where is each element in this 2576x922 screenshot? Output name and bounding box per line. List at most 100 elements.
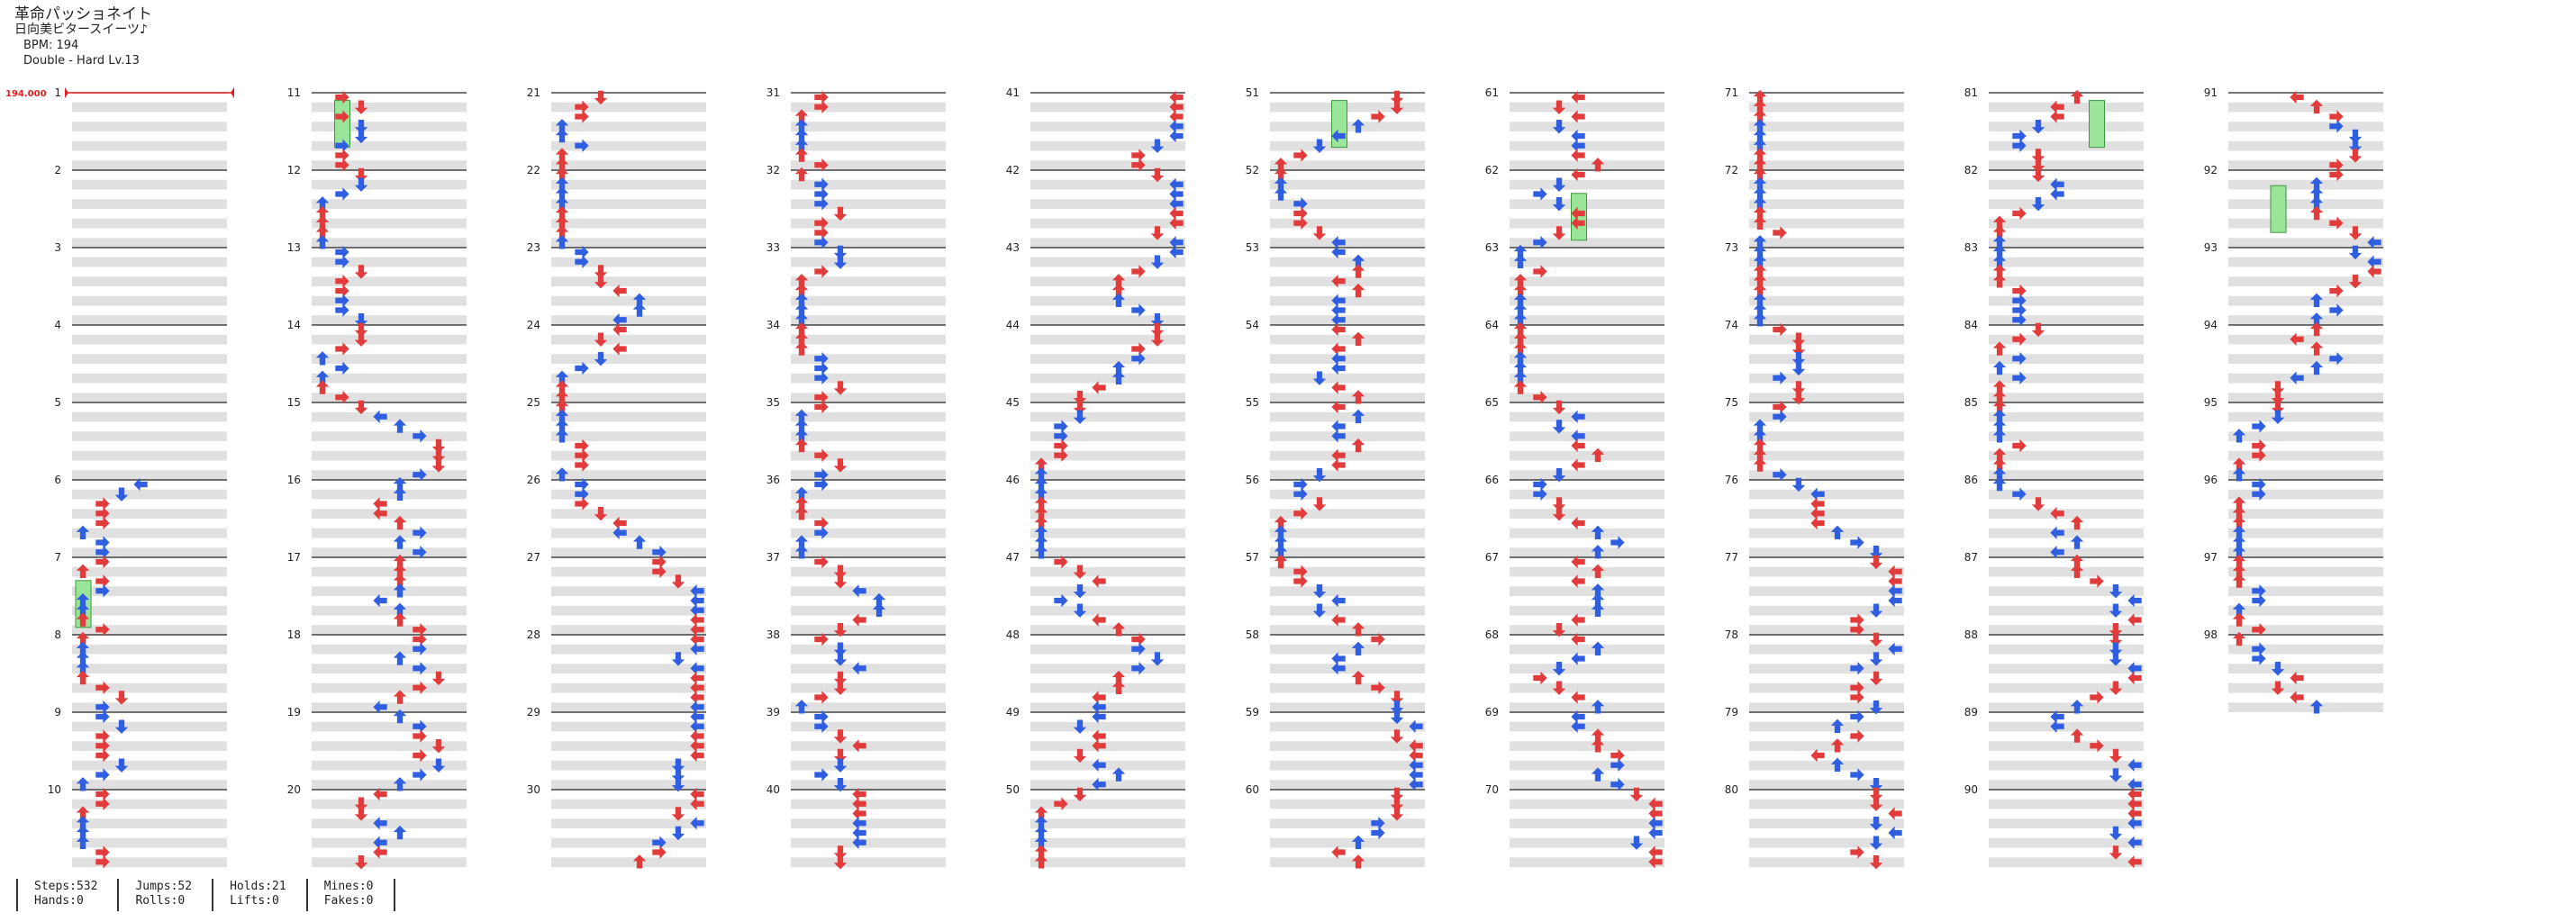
beat-stripe bbox=[1510, 334, 1664, 345]
beat-stripe bbox=[1030, 140, 1185, 151]
beat-stripe bbox=[72, 489, 227, 500]
beat-stripe bbox=[72, 411, 227, 422]
beat-stripe bbox=[2228, 160, 2383, 170]
song-difficulty: Double - Hard Lv.13 bbox=[23, 54, 140, 68]
beat-stripe bbox=[1510, 625, 1664, 635]
beat-stripe bbox=[1989, 354, 2144, 364]
beat-stripe bbox=[1989, 431, 2144, 441]
beat-stripe bbox=[791, 721, 946, 732]
beat-stripe bbox=[1270, 315, 1425, 325]
measure-number: 90 bbox=[1964, 783, 1978, 796]
beat-stripe bbox=[551, 682, 706, 693]
beat-stripe bbox=[2228, 411, 2383, 422]
beat-stripe bbox=[1030, 586, 1185, 596]
measure-number: 2 bbox=[54, 164, 61, 176]
beat-stripe bbox=[791, 179, 946, 190]
beat-stripe bbox=[791, 799, 946, 809]
beat-stripe bbox=[312, 140, 467, 151]
beat-stripe bbox=[791, 857, 946, 867]
beat-stripe bbox=[72, 857, 227, 867]
beat-stripe bbox=[1270, 373, 1425, 384]
beat-stripe bbox=[1749, 760, 1904, 771]
beat-stripe bbox=[551, 470, 706, 480]
beat-stripe bbox=[2228, 450, 2383, 461]
measure-number: 91 bbox=[2204, 86, 2218, 99]
measure-number: 94 bbox=[2204, 319, 2218, 331]
beat-stripe bbox=[1989, 760, 2144, 771]
beat-stripe bbox=[1030, 122, 1185, 131]
beat-stripe bbox=[791, 586, 946, 596]
beat-stripe bbox=[1989, 102, 2144, 113]
beat-stripe bbox=[551, 354, 706, 364]
beat-stripe bbox=[2228, 295, 2383, 306]
beat-stripe bbox=[1749, 702, 1904, 712]
beat-stripe bbox=[1989, 373, 2144, 384]
beat-stripe bbox=[791, 547, 946, 557]
beat-stripe bbox=[1510, 295, 1664, 306]
beat-stripe bbox=[791, 470, 946, 480]
beat-stripe bbox=[1989, 179, 2144, 190]
beat-stripe bbox=[1510, 276, 1664, 286]
measure-number: 73 bbox=[1725, 241, 1738, 254]
beat-stripe bbox=[312, 160, 467, 170]
jumps-count: Jumps:52 bbox=[135, 880, 193, 893]
beat-stripe bbox=[1510, 470, 1664, 480]
beat-stripe bbox=[551, 509, 706, 519]
beat-stripe bbox=[1989, 489, 2144, 500]
beat-stripe bbox=[1270, 334, 1425, 345]
beat-stripe bbox=[1030, 238, 1185, 248]
hold-body bbox=[1331, 100, 1347, 149]
measure-number: 1 bbox=[54, 86, 61, 99]
beat-stripe bbox=[1030, 509, 1185, 519]
measure-number: 74 bbox=[1725, 319, 1738, 331]
beat-stripe bbox=[1749, 857, 1904, 867]
beat-stripe bbox=[791, 450, 946, 461]
beat-stripe bbox=[72, 122, 227, 131]
beat-stripe bbox=[1510, 102, 1664, 113]
beat-stripe bbox=[72, 586, 227, 596]
measure-number: 46 bbox=[1006, 474, 1020, 486]
beat-stripe bbox=[551, 586, 706, 596]
hold-notes bbox=[75, 100, 2287, 628]
measure-number: 18 bbox=[287, 628, 301, 641]
beat-stripe bbox=[312, 741, 467, 751]
beat-stripe bbox=[1030, 334, 1185, 345]
beat-stripe bbox=[2228, 528, 2383, 538]
beat-stripe bbox=[1749, 528, 1904, 538]
beat-stripe bbox=[1749, 393, 1904, 402]
beat-stripe bbox=[312, 799, 467, 809]
beat-stripe bbox=[1989, 741, 2144, 751]
beat-stripe bbox=[312, 702, 467, 712]
beat-stripe bbox=[1510, 450, 1664, 461]
beat-stripe bbox=[791, 199, 946, 209]
holds-count: Holds:21 bbox=[230, 880, 286, 893]
beat-stripe bbox=[1510, 257, 1664, 267]
beat-stripe bbox=[1989, 315, 2144, 325]
beat-stripe bbox=[1030, 179, 1185, 190]
measure-number: 13 bbox=[287, 241, 301, 254]
beat-stripe bbox=[2228, 122, 2383, 131]
beat-stripe bbox=[1030, 857, 1185, 867]
song-title: 革命パッショネイト bbox=[14, 5, 152, 23]
measure-number: 22 bbox=[527, 164, 540, 176]
beat-stripe bbox=[791, 509, 946, 519]
beat-stripe bbox=[1030, 218, 1185, 229]
beat-stripe bbox=[551, 818, 706, 828]
beat-stripe bbox=[1030, 547, 1185, 557]
beat-stripe bbox=[1270, 818, 1425, 828]
measure-number: 55 bbox=[1246, 396, 1259, 409]
beat-stripe bbox=[312, 818, 467, 828]
beat-stripe bbox=[1270, 218, 1425, 229]
beat-stripe bbox=[312, 238, 467, 248]
beat-stripe bbox=[312, 199, 467, 209]
beat-stripe bbox=[551, 721, 706, 732]
measure-number: 48 bbox=[1006, 628, 1020, 641]
bpm-change-label: 194.000 bbox=[5, 89, 47, 99]
beat-stripe bbox=[1989, 160, 2144, 170]
measure-number: 60 bbox=[1246, 783, 1259, 796]
beat-stripe bbox=[72, 528, 227, 538]
beat-stripe bbox=[551, 702, 706, 712]
measure-number: 14 bbox=[287, 319, 301, 331]
measure-number: 26 bbox=[527, 474, 540, 486]
beat-stripe bbox=[72, 741, 227, 751]
